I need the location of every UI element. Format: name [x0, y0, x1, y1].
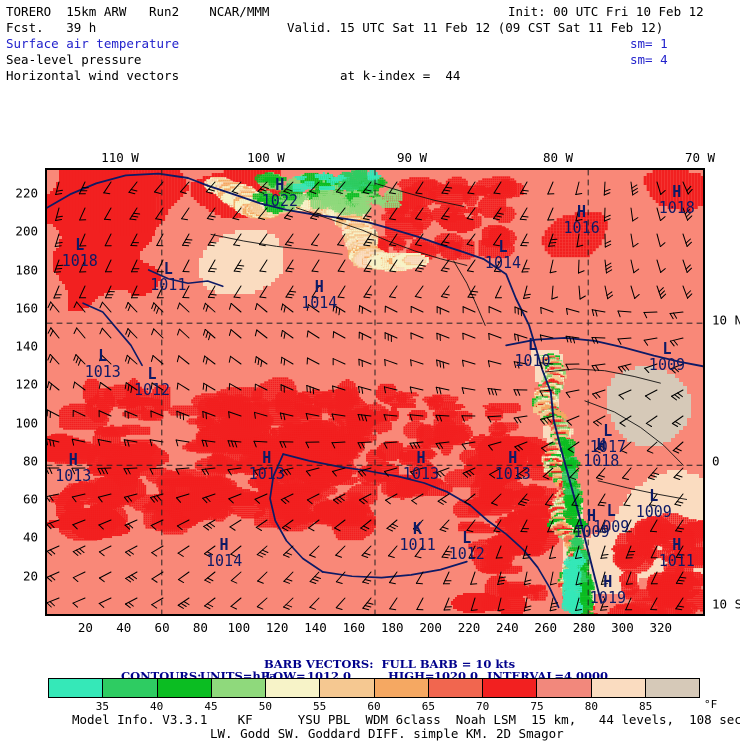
colorbar-swatch-6: [374, 679, 429, 697]
x-axis-tick-20: 20: [77, 620, 93, 635]
colorbar-swatch-10: [591, 679, 646, 697]
y-axis-tick-20: 20: [22, 568, 38, 584]
x-axis-tick-200: 200: [419, 620, 442, 635]
lat-label-0: 10 N: [712, 312, 740, 328]
header-k-index: at k-index = 44: [340, 68, 461, 83]
x-axis-tick-220: 220: [457, 620, 481, 635]
lat-label-1: 0: [712, 453, 720, 469]
model-info-line-2: LW. Godd SW. Goddard DIFF. simple KM. 2D…: [210, 726, 564, 741]
y-axis-tick-160: 160: [15, 300, 38, 316]
weather-map-canvas[interactable]: [47, 170, 703, 614]
y-axis-tick-140: 140: [15, 338, 38, 354]
model-info-line-1: Model Info. V3.3.1 KF YSU PBL WDM 6class…: [72, 712, 740, 727]
header-field-pressure: Sea-level pressure: [6, 52, 142, 67]
map-plot-area[interactable]: [45, 168, 705, 616]
colorbar-tick-80: 80: [584, 700, 598, 713]
colorbar-swatch-0: [49, 679, 104, 697]
colorbar-tick-75: 75: [530, 700, 544, 713]
x-axis-tick-40: 40: [116, 620, 132, 635]
header-model-line: TORERO 15km ARW Run2 NCAR/MMM: [6, 4, 270, 19]
colorbar-tick-60: 60: [367, 700, 381, 713]
colorbar-tick-70: 70: [476, 700, 490, 713]
lat-label-2: 10 S: [712, 596, 740, 612]
colorbar-swatch-3: [211, 679, 266, 697]
header-forecast-hour: Fcst. 39 h: [6, 20, 97, 35]
colorbar-unit-label: °F: [704, 698, 718, 711]
lon-label-4: 70 W: [684, 150, 716, 165]
y-axis-tick-200: 200: [15, 223, 38, 239]
colorbar-swatch-1: [103, 679, 158, 697]
colorbar-swatch-9: [537, 679, 592, 697]
colorbar-tick-55: 55: [313, 700, 327, 713]
colorbar-swatch-4: [266, 679, 321, 697]
colorbar-swatch-8: [483, 679, 538, 697]
y-axis-tick-60: 60: [22, 491, 38, 507]
lon-label-0: 110 W: [101, 150, 139, 165]
header-smoothing-1: sm= 1: [630, 36, 668, 51]
header-field-temperature: Surface air temperature: [6, 36, 180, 51]
lon-label-1: 100 W: [247, 150, 285, 165]
y-axis-tick-180: 180: [15, 262, 38, 278]
colorbar-tick-50: 50: [258, 700, 272, 713]
x-axis-tick-180: 180: [380, 620, 404, 635]
legend-barb-title: BARB VECTORS: FULL BARB = 10 kts: [264, 657, 516, 671]
colorbar-swatch-7: [428, 679, 483, 697]
colorbar-swatch-11: [645, 679, 699, 697]
y-axis-tick-40: 40: [22, 529, 38, 545]
lon-label-2: 90 W: [396, 150, 428, 165]
x-axis-tick-120: 120: [265, 620, 289, 635]
colorbar-swatch-2: [157, 679, 212, 697]
y-axis-tick-100: 100: [15, 415, 38, 431]
colorbar-tick-35: 35: [95, 700, 109, 713]
y-axis-tick-80: 80: [22, 453, 38, 469]
x-axis-tick-260: 260: [534, 620, 557, 635]
x-axis-tick-100: 100: [227, 620, 251, 635]
lon-label-3: 80 W: [542, 150, 574, 165]
x-axis-tick-280: 280: [572, 620, 596, 635]
x-axis-tick-60: 60: [154, 620, 170, 635]
header-smoothing-2: sm= 4: [630, 52, 668, 67]
x-axis-tick-240: 240: [496, 620, 519, 635]
colorbar-tick-85: 85: [639, 700, 653, 713]
x-axis-tick-80: 80: [192, 620, 208, 635]
x-axis-tick-140: 140: [304, 620, 327, 635]
x-axis-tick-320: 320: [649, 620, 673, 635]
map-canvas-wrapper: [47, 170, 703, 614]
colorbar-tick-40: 40: [150, 700, 164, 713]
header-field-wind: Horizontal wind vectors: [6, 68, 180, 83]
x-axis-tick-160: 160: [342, 620, 366, 635]
header-valid-time: Valid. 15 UTC Sat 11 Feb 12 (09 CST Sat …: [287, 20, 664, 35]
y-axis-tick-220: 220: [15, 185, 38, 201]
colorbar-tick-45: 45: [204, 700, 218, 713]
x-axis-tick-300: 300: [611, 620, 634, 635]
header-init-time: Init: 00 UTC Fri 10 Feb 12: [508, 4, 704, 19]
y-axis-tick-120: 120: [15, 376, 38, 392]
colorbar-tick-65: 65: [421, 700, 435, 713]
colorbar-swatch-5: [320, 679, 375, 697]
temperature-colorbar[interactable]: [48, 678, 700, 698]
